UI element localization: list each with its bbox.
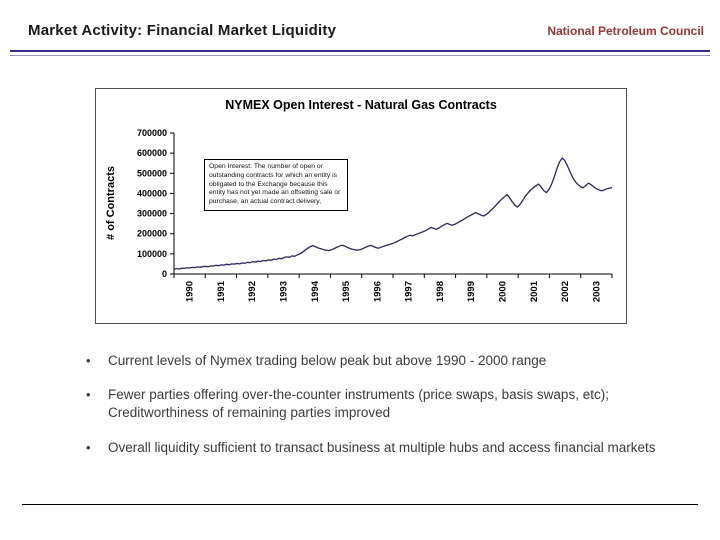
svg-text:1993: 1993 bbox=[279, 281, 290, 302]
bullet-item: • Overall liquidity sufficient to transac… bbox=[86, 439, 670, 457]
svg-text:1998: 1998 bbox=[435, 281, 446, 302]
footer-divider bbox=[22, 504, 698, 505]
svg-text:2000: 2000 bbox=[498, 281, 509, 302]
svg-text:1994: 1994 bbox=[310, 280, 321, 302]
svg-text:1991: 1991 bbox=[216, 280, 227, 302]
svg-text:1999: 1999 bbox=[466, 281, 477, 302]
svg-text:600000: 600000 bbox=[137, 148, 167, 158]
svg-text:2003: 2003 bbox=[591, 281, 602, 302]
svg-text:2002: 2002 bbox=[560, 281, 571, 302]
svg-text:400000: 400000 bbox=[137, 188, 167, 198]
svg-text:0: 0 bbox=[162, 269, 167, 279]
line-chart: 0 100000 200000 300000 400000 500000 600000 700… bbox=[137, 128, 613, 302]
page-title: Market Activity: Financial Market Liquid… bbox=[28, 22, 337, 39]
svg-text:700000: 700000 bbox=[137, 128, 167, 138]
svg-text:1997: 1997 bbox=[404, 281, 415, 302]
bullet-item: • Fewer parties offering over-the-counter… bbox=[86, 386, 670, 422]
svg-text:100000: 100000 bbox=[137, 249, 167, 259]
svg-text:500000: 500000 bbox=[137, 168, 167, 178]
bullet-item: • Current levels of Nymex trading below p… bbox=[86, 352, 670, 370]
svg-text:1990: 1990 bbox=[185, 281, 196, 302]
chart-frame: NYMEX Open Interest - Natural Gas Contra… bbox=[95, 88, 627, 324]
bullet-list: • Current levels of Nymex trading below p… bbox=[86, 352, 670, 473]
bullet-text: Current levels of Nymex trading below pe… bbox=[108, 353, 547, 368]
slide-header: Market Activity: Financial Market Liquid… bbox=[28, 22, 704, 39]
svg-text:2001: 2001 bbox=[529, 280, 540, 302]
chart-title: NYMEX Open Interest - Natural Gas Contra… bbox=[225, 98, 497, 112]
svg-text:200000: 200000 bbox=[137, 229, 167, 239]
svg-text:1996: 1996 bbox=[372, 281, 383, 302]
bullet-marker: • bbox=[86, 439, 91, 455]
bullet-marker: • bbox=[86, 353, 91, 368]
bullet-marker: • bbox=[86, 387, 91, 403]
svg-text:300000: 300000 bbox=[137, 209, 167, 219]
org-name: National Petroleum Council bbox=[547, 24, 704, 38]
svg-text:1995: 1995 bbox=[341, 280, 352, 302]
bullet-text: Fewer parties offering over-the-counter … bbox=[108, 387, 609, 421]
svg-text:1992: 1992 bbox=[247, 281, 258, 302]
bullet-text: Overall liquidity sufficient to transact… bbox=[108, 439, 656, 455]
header-divider bbox=[10, 50, 710, 56]
annotation-box: Open Interest: The number of open or out… bbox=[204, 159, 348, 212]
